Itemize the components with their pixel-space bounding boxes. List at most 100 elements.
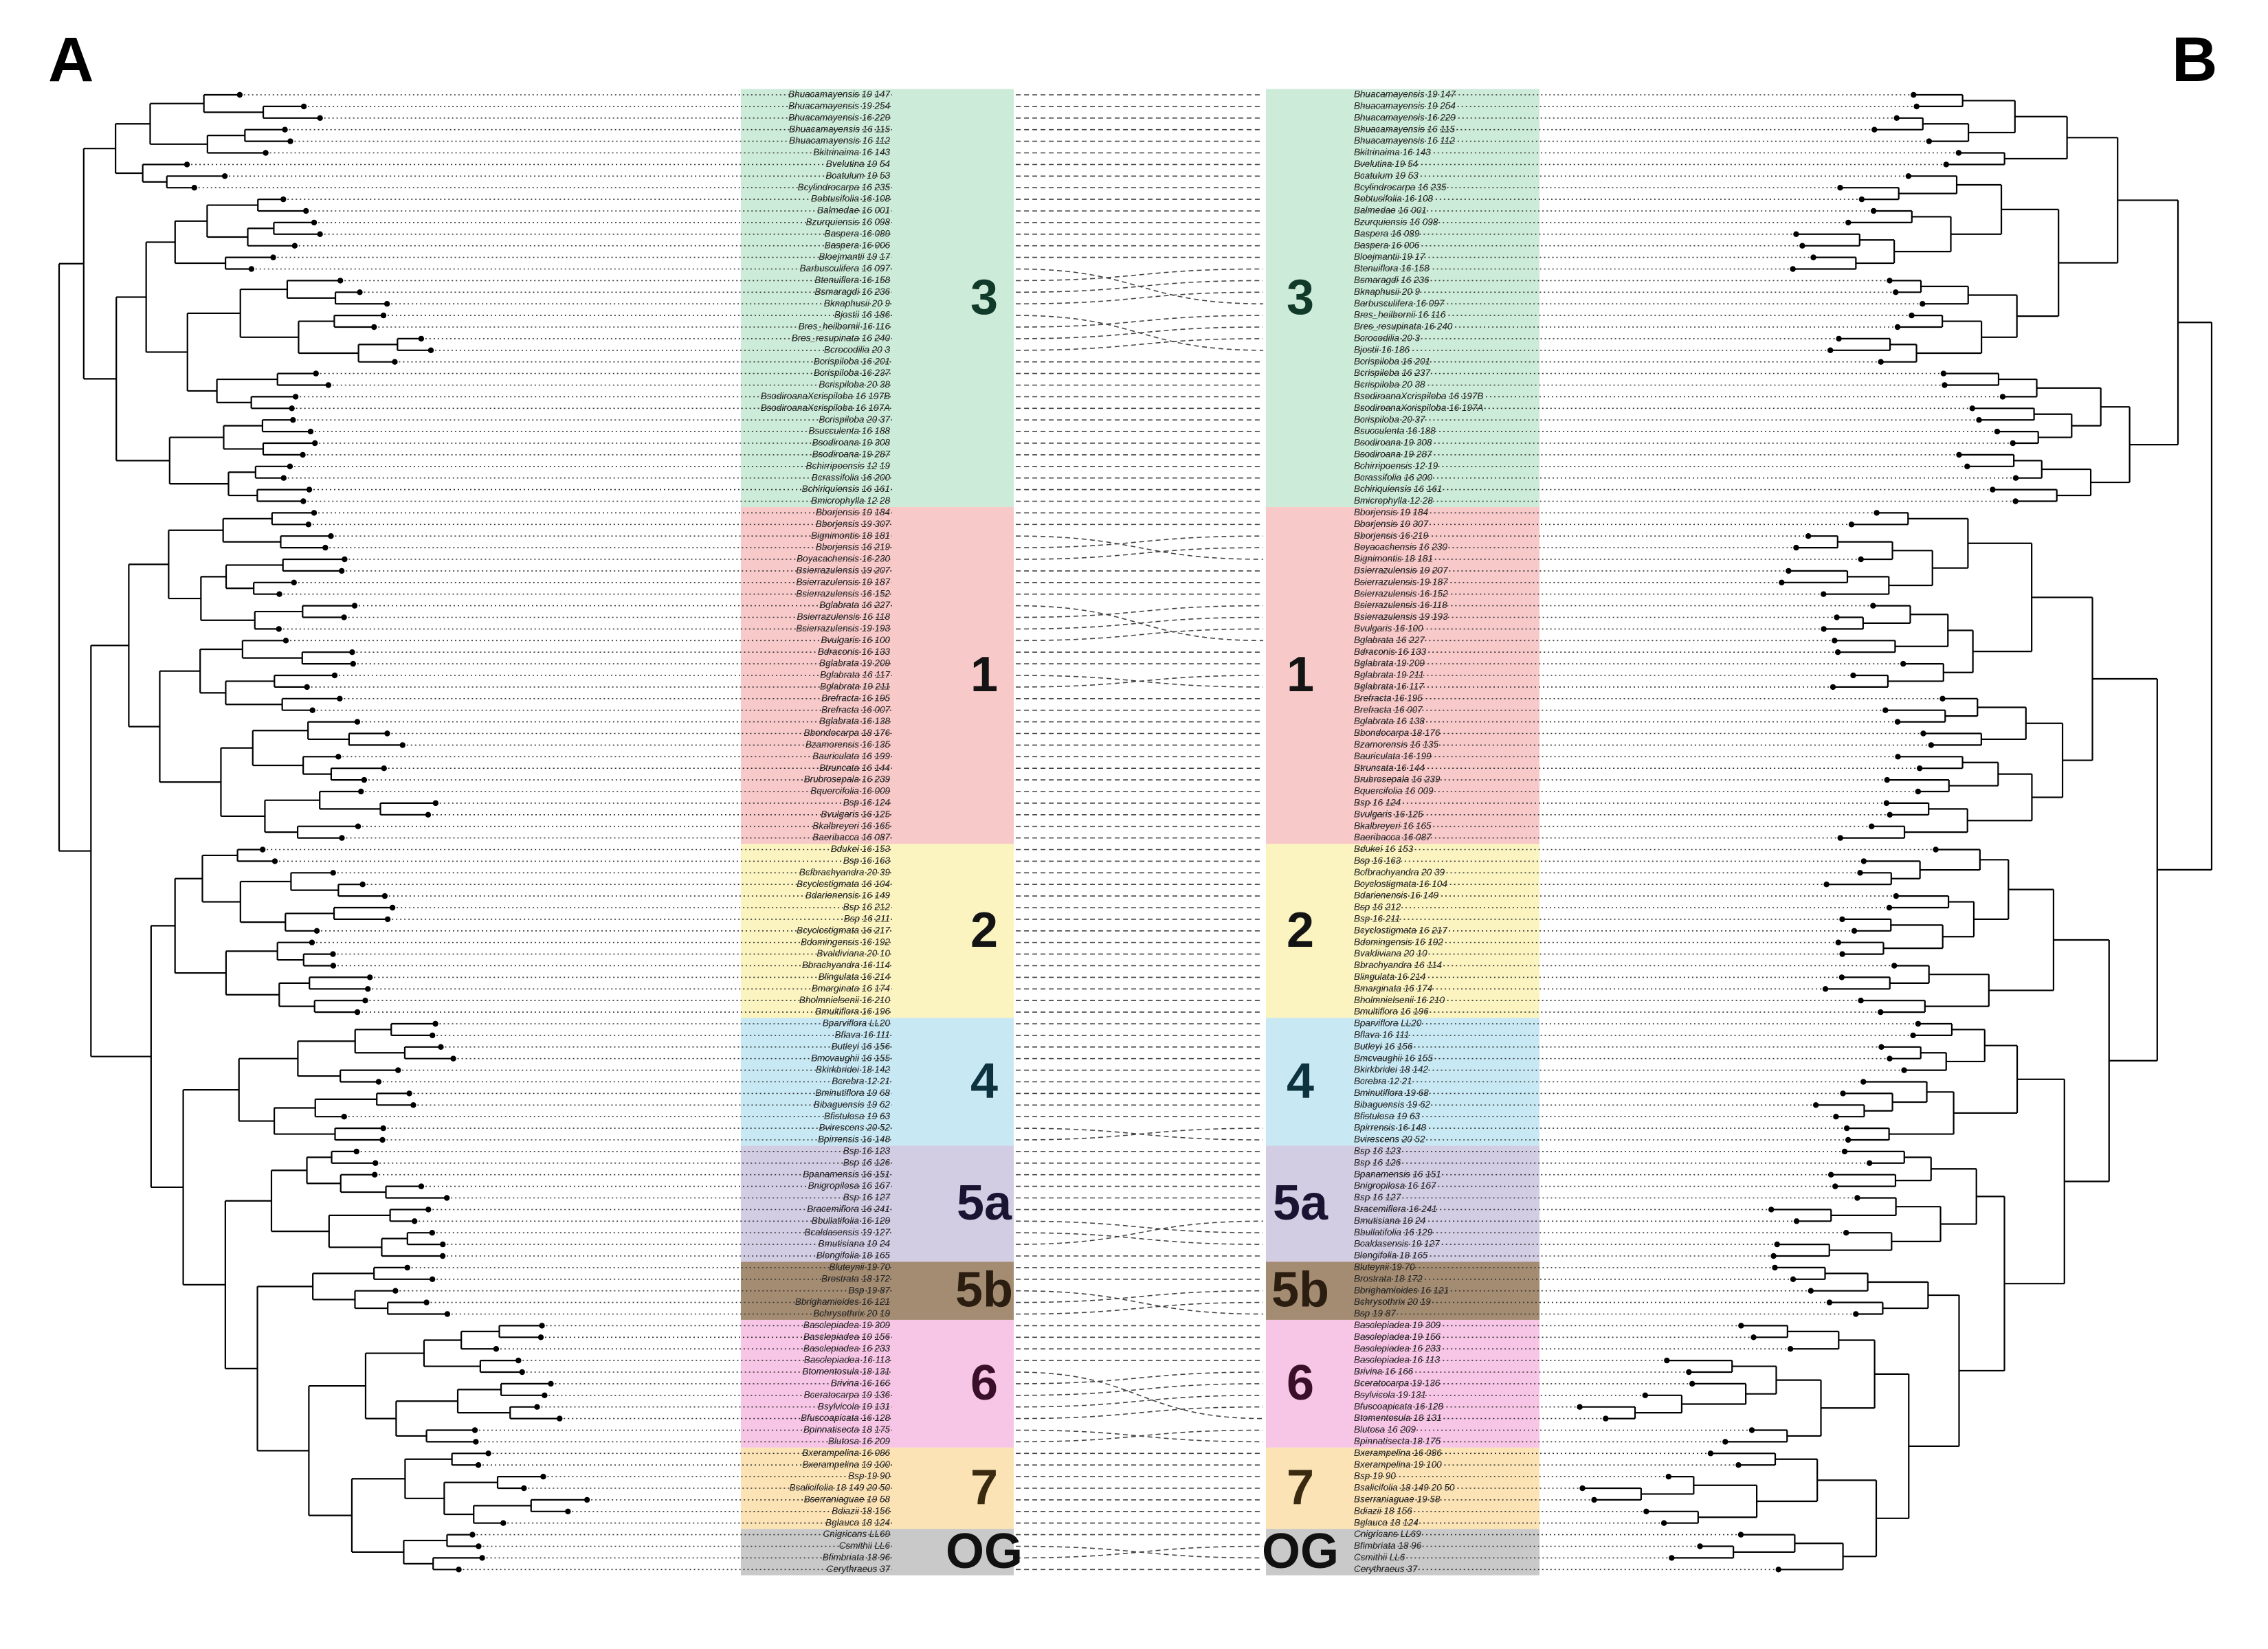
- tip-marker: [392, 1288, 399, 1294]
- tip-marker: [1603, 1415, 1609, 1422]
- tip-marker: [1866, 1160, 1873, 1167]
- tip-marker: [259, 846, 266, 853]
- tip-marker: [1887, 1055, 1893, 1062]
- tip-marker: [384, 916, 391, 923]
- taxon-label-right: Bres_resupinata 16 240: [1354, 322, 1453, 332]
- taxon-label-right: Bdomingensis 16 192: [1354, 936, 1443, 947]
- taxon-label-right: Bxerampelina 16 086: [1354, 1448, 1442, 1458]
- tip-marker: [1894, 324, 1901, 330]
- taxon-label-right: Bsp 19 87: [1354, 1308, 1396, 1319]
- taxon-label-left: Bcrispiloba 20 38: [819, 379, 890, 390]
- taxon-label-right: Bvulgaris 16 100: [1354, 623, 1423, 633]
- taxon-label-right: Baeribacca 16 087: [1354, 832, 1432, 842]
- taxon-label-left: Csmithii LL6: [839, 1540, 891, 1551]
- tip-marker: [248, 266, 255, 272]
- tip-marker: [534, 1404, 540, 1410]
- tangle-link: [1015, 1290, 1264, 1315]
- tip-marker: [325, 382, 332, 388]
- tip-marker: [425, 811, 432, 818]
- taxon-label-right: Bvelutina 19 54: [1354, 159, 1418, 169]
- taxon-label-right: Bholmnielsenii 16 210: [1354, 995, 1445, 1005]
- taxon-label-right: Blongifolia 18 165: [1354, 1250, 1428, 1261]
- tip-marker: [330, 951, 336, 957]
- tip-marker: [1830, 684, 1836, 691]
- tip-marker: [337, 278, 344, 284]
- taxon-label-left: Bjostii 16 186: [834, 310, 891, 320]
- taxon-label-right: Bcrispiloba 20 37: [1354, 414, 1425, 425]
- tip-marker: [540, 1473, 546, 1480]
- taxon-label-left: Bcrispiloba 16 237: [814, 368, 891, 378]
- taxon-label-right: Bsp 16 127: [1354, 1192, 1401, 1202]
- tip-marker: [339, 835, 345, 841]
- tip-marker: [1884, 776, 1890, 783]
- tip-marker: [427, 347, 434, 353]
- tip-marker: [1893, 115, 1900, 121]
- taxon-label-left: Bglauca 18 124: [825, 1517, 890, 1527]
- tip-marker: [1999, 394, 2006, 400]
- clade-bands-right: [1266, 89, 1539, 1575]
- taxon-label-right: Balmedae 16 001: [1354, 205, 1427, 216]
- taxon-label-left: Bminutiflora 19 68: [815, 1088, 890, 1098]
- tip-marker: [287, 463, 293, 469]
- tip-marker: [1836, 335, 1842, 342]
- tip-marker: [1871, 126, 1878, 133]
- tangle-link: [1015, 1395, 1264, 1408]
- tip-marker: [263, 150, 269, 156]
- tip-marker: [1900, 660, 1906, 667]
- taxon-label-left: Bglabrata 16 117: [820, 670, 890, 680]
- tip-marker: [1774, 1241, 1780, 1248]
- tangle-link: [1015, 547, 1264, 560]
- tangle-link: [1015, 1371, 1264, 1384]
- taxon-label-right: Basclepiadea 19 156: [1354, 1332, 1441, 1342]
- tip-marker: [1837, 835, 1843, 841]
- tip-marker: [1812, 1102, 1819, 1108]
- taxon-label-left: Cerythraeus 37: [827, 1564, 891, 1574]
- tip-marker: [1858, 196, 1865, 203]
- taxon-label-right: Bsierrazulensis 16 118: [1354, 600, 1447, 610]
- tip-marker: [330, 963, 337, 969]
- clade-labels: 3 3 1 1 2 2 4 4 5a 5a 5b 5b 6 6 7 7 OG OG: [946, 270, 1339, 1579]
- taxon-label-left: Bdukei 16 153: [831, 844, 891, 854]
- taxon-label-left: Bvelutina 19 54: [826, 159, 890, 169]
- tip-marker: [300, 451, 306, 458]
- tip-marker: [379, 1136, 386, 1143]
- tip-marker: [1854, 1195, 1860, 1201]
- taxon-label-right: Bsierrazulensis 19 193: [1354, 612, 1448, 622]
- taxon-label-right: Bvaldiviana 20 10: [1354, 948, 1427, 958]
- clade-bands-left: [741, 89, 1014, 1575]
- taxon-label-left: Brefracta 16 195: [821, 693, 890, 703]
- tip-marker: [557, 1415, 563, 1422]
- taxon-label-left: Brivina 16 166: [831, 1378, 891, 1388]
- tip-marker: [1920, 301, 1926, 307]
- tip-marker: [485, 1450, 491, 1457]
- tip-marker: [309, 939, 315, 945]
- tangle-link: [1015, 1383, 1264, 1396]
- clade-band-right-og: [1266, 1529, 1539, 1575]
- clade-label-left-3: 3: [970, 270, 998, 325]
- tip-marker: [282, 638, 289, 644]
- taxon-label-right: Bcylindrocarpa 16 235: [1354, 182, 1447, 192]
- tangle-link: [1015, 628, 1264, 642]
- taxon-label-left: Bpinnatisecta 18 175: [803, 1424, 891, 1435]
- taxon-label-left: Bhuacamayensis 16 112: [789, 135, 890, 146]
- tangle-link: [1015, 1220, 1264, 1245]
- taxon-label-left: Bxerampelina 16 086: [802, 1448, 890, 1458]
- tip-marker: [1887, 811, 1893, 818]
- taxon-label-right: Bmutisiana 19 24: [1354, 1215, 1425, 1226]
- tip-marker: [317, 115, 323, 121]
- taxon-label-right: Bcrassifolia 16 200: [1354, 472, 1433, 482]
- tip-marker: [1793, 544, 1799, 551]
- taxon-label-left: Bsp 16 212: [843, 902, 891, 912]
- tip-marker: [1738, 1323, 1744, 1329]
- tip-marker: [479, 1555, 485, 1561]
- panel-letter-b: B: [2172, 25, 2217, 95]
- tip-marker: [1928, 742, 1935, 748]
- taxon-label-right: Bglabrata 16 138: [1354, 716, 1425, 726]
- clade-label-right-3: 3: [1287, 270, 1314, 325]
- tip-marker: [1838, 974, 1845, 980]
- taxon-label-right: Bsierrazulensis 19 207: [1354, 565, 1448, 575]
- tip-marker: [1887, 278, 1893, 284]
- tip-marker: [1869, 823, 1875, 829]
- taxon-label-left: Bnigropilosa 16 167: [808, 1180, 891, 1191]
- tip-marker: [1858, 998, 1864, 1004]
